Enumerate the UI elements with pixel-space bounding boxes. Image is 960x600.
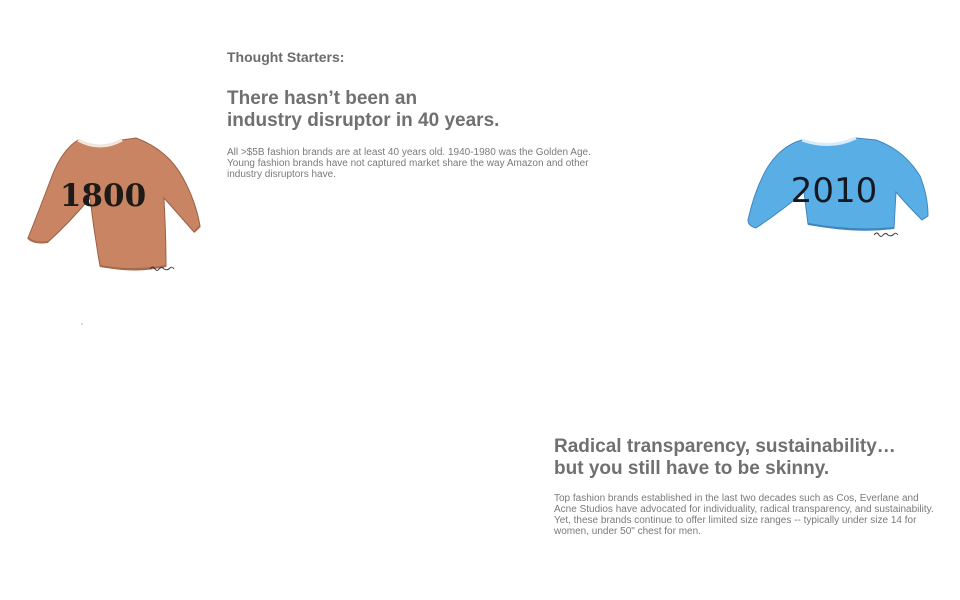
insight-1-headline-line-1: There hasn’t been an [227,88,418,109]
sweater-2010-illustration: 2010 [747,136,929,237]
sweater-illustration-icon [27,137,201,271]
insight-1-body: All >$5B fashion brands are at least 40 … [227,147,591,180]
insight-2-headline-line-1: Radical transparency, sustainability… [554,436,896,457]
artist-signature [149,266,175,271]
insight-2-headline: Radical transparency, sustainability… bu… [554,436,896,480]
decorative-dot [81,323,83,325]
insight-1-headline: There hasn’t been an industry disruptor … [227,88,499,132]
sweater-1800-year: 1800 [60,178,146,214]
artist-signature [873,232,899,237]
insight-2-body: Top fashion brands established in the la… [554,493,934,537]
insight-2-headline-line-2: but you still have to be skinny. [554,458,830,479]
sweater-illustration-icon [747,136,929,231]
sweater-1800-illustration: 1800 [27,137,201,271]
insight-1-headline-line-2: industry disruptor in 40 years. [227,110,500,131]
section-kicker: Thought Starters: [227,49,345,65]
sweater-2010-year: 2010 [791,171,878,211]
